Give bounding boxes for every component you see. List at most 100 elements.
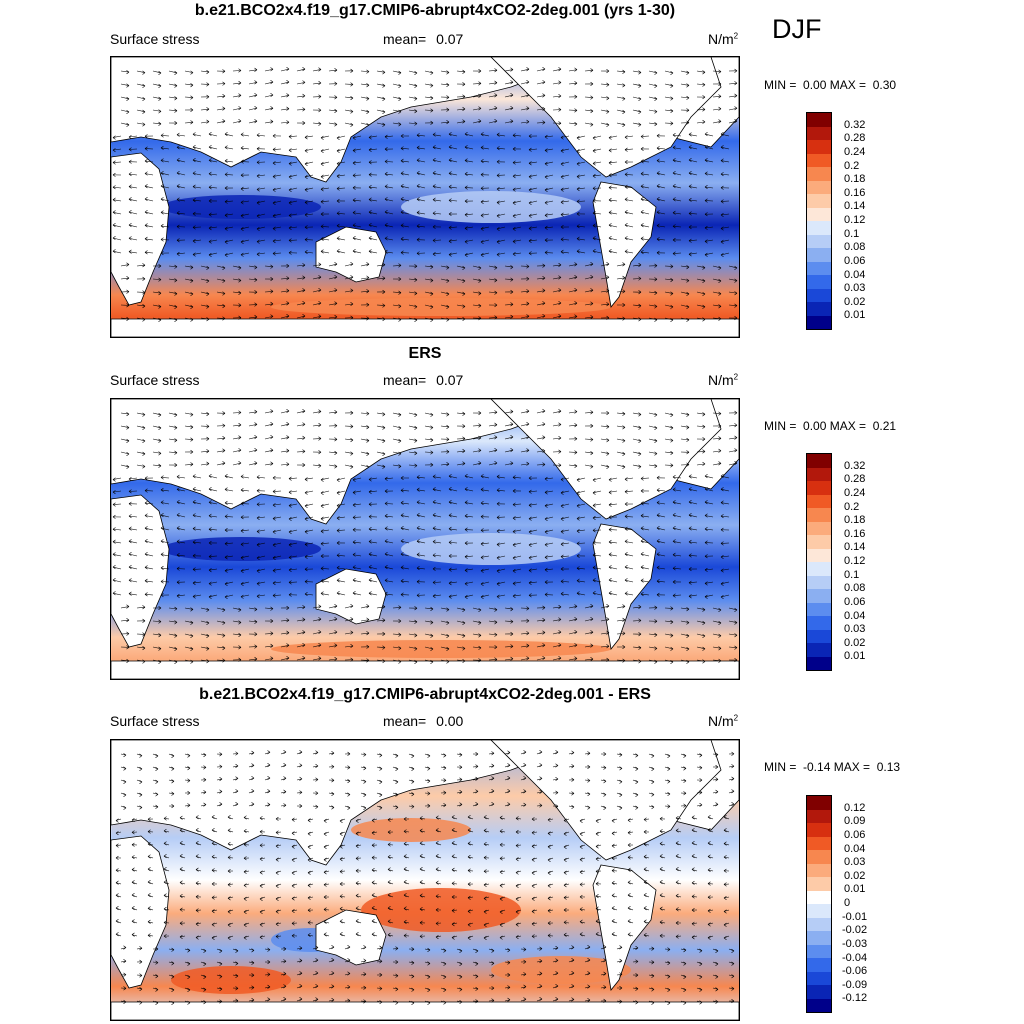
land-africa: [111, 835, 170, 989]
colorbar-tick-label: 0.01: [844, 883, 866, 896]
panel-1-mean-label: mean=: [383, 31, 427, 47]
panel-2-map: [110, 398, 740, 680]
panel-1-mean: mean= 0.07: [383, 31, 463, 47]
colorbar-tick-label: 0.28: [844, 132, 866, 145]
colorbar-tick-label: 0.06: [844, 254, 866, 267]
colorbar-swatch: [807, 944, 831, 958]
colorbar-tick-label: 0.18: [844, 514, 866, 527]
season-label: DJF: [772, 14, 822, 44]
colorbar-tick-label: -0.02: [842, 924, 868, 937]
panel-3-colorbar: [806, 795, 832, 1013]
colorbar-tick-label: 0.06: [844, 595, 866, 608]
land-australia: [315, 568, 387, 625]
colorbar-tick-label: 0.1: [844, 227, 860, 240]
panel-1-map: [110, 56, 740, 338]
colorbar-swatch: [807, 863, 831, 877]
colorbar-swatch: [807, 985, 831, 999]
colorbar-tick-label: 0.04: [844, 609, 866, 622]
land-europe-asia: [111, 740, 739, 866]
colorbar-tick-label: 0.2: [844, 159, 860, 172]
colorbar-tick-label: 0.02: [844, 869, 866, 882]
land-europe-asia: [111, 399, 739, 525]
colorbar-swatch: [807, 481, 831, 495]
panel-2-mean: mean= 0.07: [383, 372, 463, 388]
colorbar-swatch: [807, 521, 831, 535]
colorbar-swatch: [807, 548, 831, 562]
colorbar-tick-label: 0.12: [844, 555, 866, 567]
colorbar-swatch: [807, 508, 831, 522]
colorbar-swatch: [807, 454, 831, 468]
colorbar-tick-label: 0.28: [844, 473, 866, 486]
colorbar-swatch: [807, 904, 831, 918]
colorbar-swatch: [807, 180, 831, 194]
panel-3-variable-label: Surface stress: [110, 713, 200, 729]
colorbar-tick-label: 0.03: [844, 856, 866, 869]
panel-3-mean-label: mean=: [383, 713, 427, 729]
panel-1-title: b.e21.BCO2x4.f19_g17.CMIP6-abrupt4xCO2-2…: [194, 2, 676, 19]
land-north-america: [490, 57, 722, 178]
colorbar-tick-label: 0.08: [844, 241, 866, 254]
colorbar-swatch: [807, 575, 831, 589]
panel-1-units: N/m2: [708, 31, 739, 47]
colorbar-swatch: [807, 535, 831, 549]
colorbar-tick-label: 0.24: [844, 145, 866, 158]
panel-3-title: b.e21.BCO2x4.f19_g17.CMIP6-abrupt4xCO2-2…: [199, 686, 651, 703]
colorbar-tick-label: 0.18: [844, 173, 866, 186]
colorbar-tick-label: 0.32: [844, 459, 866, 472]
colorbar-tick-label: 0.16: [844, 186, 866, 199]
colorbar-tick-label: 0.08: [844, 582, 866, 595]
panel-2-units: N/m2: [708, 372, 739, 388]
colorbar-swatch: [807, 315, 831, 329]
land-north-america: [490, 399, 722, 520]
colorbar-swatch: [807, 140, 831, 154]
land-africa: [111, 494, 170, 648]
colorbar-tick-label: 0.14: [844, 200, 866, 213]
panel-2-colorbar: [806, 453, 832, 671]
colorbar-tick-label: 0.12: [844, 801, 866, 814]
panel-2-mean-label: mean=: [383, 372, 427, 388]
land-europe-asia: [111, 57, 739, 183]
panel-3-mean-value: 0.00: [436, 713, 464, 729]
panel-1-mean-value: 0.07: [436, 31, 464, 47]
colorbar-swatch: [807, 796, 831, 810]
panel-1-variable-label: Surface stress: [110, 31, 200, 47]
colorbar-swatch: [807, 917, 831, 931]
panel-2-variable-label: Surface stress: [110, 372, 200, 388]
colorbar-tick-label: 0.01: [844, 309, 866, 322]
panel-3-units: N/m2: [708, 713, 739, 729]
colorbar-tick-label: -0.09: [842, 978, 868, 991]
colorbar-tick-label: 0.2: [844, 500, 860, 513]
colorbar-swatch: [807, 494, 831, 508]
colorbar-swatch: [807, 931, 831, 945]
colorbar-tick-label: 0.04: [844, 268, 866, 281]
colorbar-tick-label: 0.32: [844, 118, 866, 131]
colorbar-tick-label: 0.09: [844, 815, 866, 828]
colorbar-swatch: [807, 167, 831, 181]
colorbar-swatch: [807, 877, 831, 891]
colorbar-swatch: [807, 643, 831, 657]
colorbar-swatch: [807, 126, 831, 140]
colorbar-swatch: [807, 602, 831, 616]
colorbar-swatch: [807, 850, 831, 864]
colorbar-swatch: [807, 823, 831, 837]
colorbar-swatch: [807, 809, 831, 823]
colorbar-tick-label: -0.06: [842, 965, 868, 978]
colorbar-swatch: [807, 113, 831, 127]
colorbar-swatch: [807, 629, 831, 643]
colorbar-swatch: [807, 998, 831, 1012]
colorbar-tick-label: -0.12: [842, 992, 868, 1005]
panel-1-minmax: MIN = 0.00 MAX = 0.30: [764, 78, 897, 92]
panel-3-mean: mean= 0.00: [383, 713, 463, 729]
colorbar-swatch: [807, 302, 831, 316]
colorbar-tick-label: 0.03: [844, 282, 866, 295]
colorbar-swatch: [807, 616, 831, 630]
colorbar-tick-label: 0.24: [844, 486, 866, 499]
land-antarctica: [111, 318, 739, 337]
colorbar-swatch: [807, 562, 831, 576]
land-australia: [315, 909, 387, 966]
colorbar-swatch: [807, 467, 831, 481]
colorbar-tick-label: 0.06: [844, 828, 866, 841]
colorbar-swatch: [807, 971, 831, 985]
colorbar-swatch: [807, 288, 831, 302]
colorbar-tick-label: -0.03: [842, 937, 868, 950]
